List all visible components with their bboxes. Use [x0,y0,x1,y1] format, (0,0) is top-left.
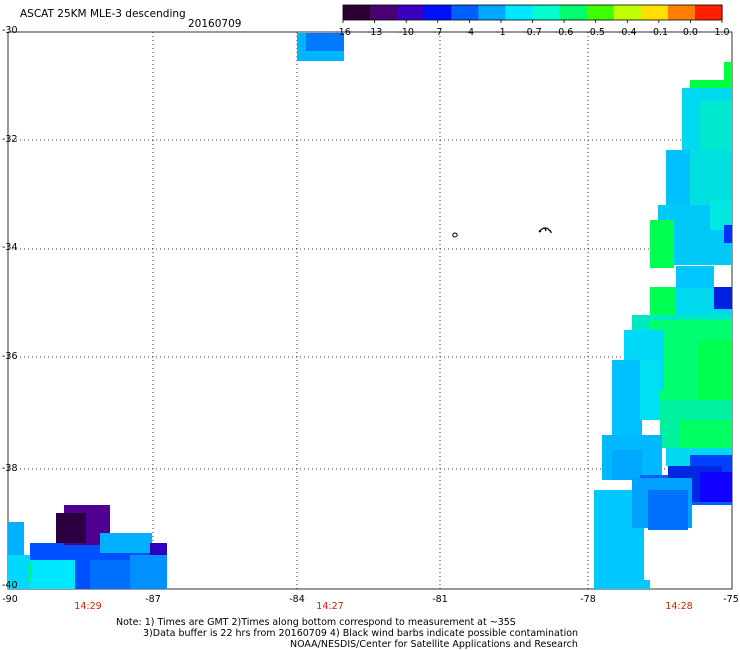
colorbar [342,4,723,23]
time-label: 14:29 [74,601,102,612]
wind-cell [714,287,732,309]
wind-cell [680,420,732,450]
colorbar-swatch [451,5,479,20]
colorbar-swatch [586,5,615,20]
lat-label: -34 [2,242,18,253]
colorbar-tick-label: -1 [496,27,506,38]
colorbar-swatch [613,5,642,20]
colorbar-swatch [505,5,534,20]
colorbar-tick-label: -13 [366,27,383,38]
colorbar-tick-label: -0.5 [586,27,605,38]
coastline [452,227,552,238]
island-small [452,232,458,238]
colorbar-tick-label: -4 [464,27,475,38]
lon-label: -78 [580,594,596,605]
wind-swaths [8,33,732,589]
colorbar-swatch [667,5,696,20]
colorbar-tick-label: -16 [335,27,351,38]
colorbar-tick-label: -0.6 [554,27,574,38]
colorbar-tick-label: 0.0 [682,27,698,38]
island-large [538,227,552,234]
wind-cell [724,62,732,80]
product-date: 20160709 [188,18,242,30]
wind-cell [710,200,732,230]
lat-label: -30 [2,25,18,36]
wind-cell [640,360,660,420]
wind-cell [30,560,75,589]
wind-cell [698,340,732,400]
colorbar-swatch [397,5,425,20]
colorbar-swatch [370,5,398,20]
lat-label: -38 [2,463,18,474]
colorbar-tick-label: -7 [433,27,443,38]
wind-cell [612,450,642,480]
colorbar-swatch [640,5,669,20]
time-label: 14:28 [665,601,693,612]
wind-cell [56,513,86,543]
colorbar-swatch [424,5,452,20]
note-line-3: NOAA/NESDIS/Center for Satellite Applica… [290,639,578,650]
colorbar-swatch [694,5,723,20]
wind-cell [724,225,732,243]
wind-cell [700,100,732,150]
lon-label: -87 [145,594,161,605]
product-title: ASCAT 25KM MLE-3 descending [20,8,186,20]
lon-label: -81 [432,594,448,605]
wind-cell [690,80,732,90]
wind-cell [650,287,676,317]
note-line-1: Note: 1) Times are GMT 2)Times along bot… [116,617,516,628]
lon-label: -84 [289,594,305,605]
wind-cell [594,580,650,589]
time-label: 14:27 [316,601,344,612]
wind-cell [130,555,167,589]
wind-cell [612,360,642,440]
wind-cell [8,555,30,589]
lat-label: -36 [2,351,18,362]
wind-cell [676,266,714,288]
colorbar-swatch [532,5,561,20]
wind-cell [306,33,344,51]
colorbar-tick-label: -0.1 [649,27,669,38]
colorbar-swatch [478,5,507,20]
colorbar-tick-label: -0.4 [617,27,637,38]
lat-label: -32 [2,134,18,145]
lon-label: -90 [2,594,18,605]
colorbar-swatch [559,5,588,20]
wind-cell [650,220,674,268]
lon-label: -75 [723,594,739,605]
colorbar-tick-label: 1.0 [714,27,730,38]
colorbar-tick-label: -10 [398,27,414,38]
wind-cell [648,490,688,530]
colorbar-tick-label: -0.7 [523,27,542,38]
wind-cell [700,472,732,502]
wind-cell [100,533,152,553]
note-line-2: 3)Data buffer is 22 hrs from 20160709 4)… [143,628,579,639]
graticule-grid [8,32,732,589]
lat-label: -40 [2,580,18,591]
colorbar-swatch [343,5,371,20]
